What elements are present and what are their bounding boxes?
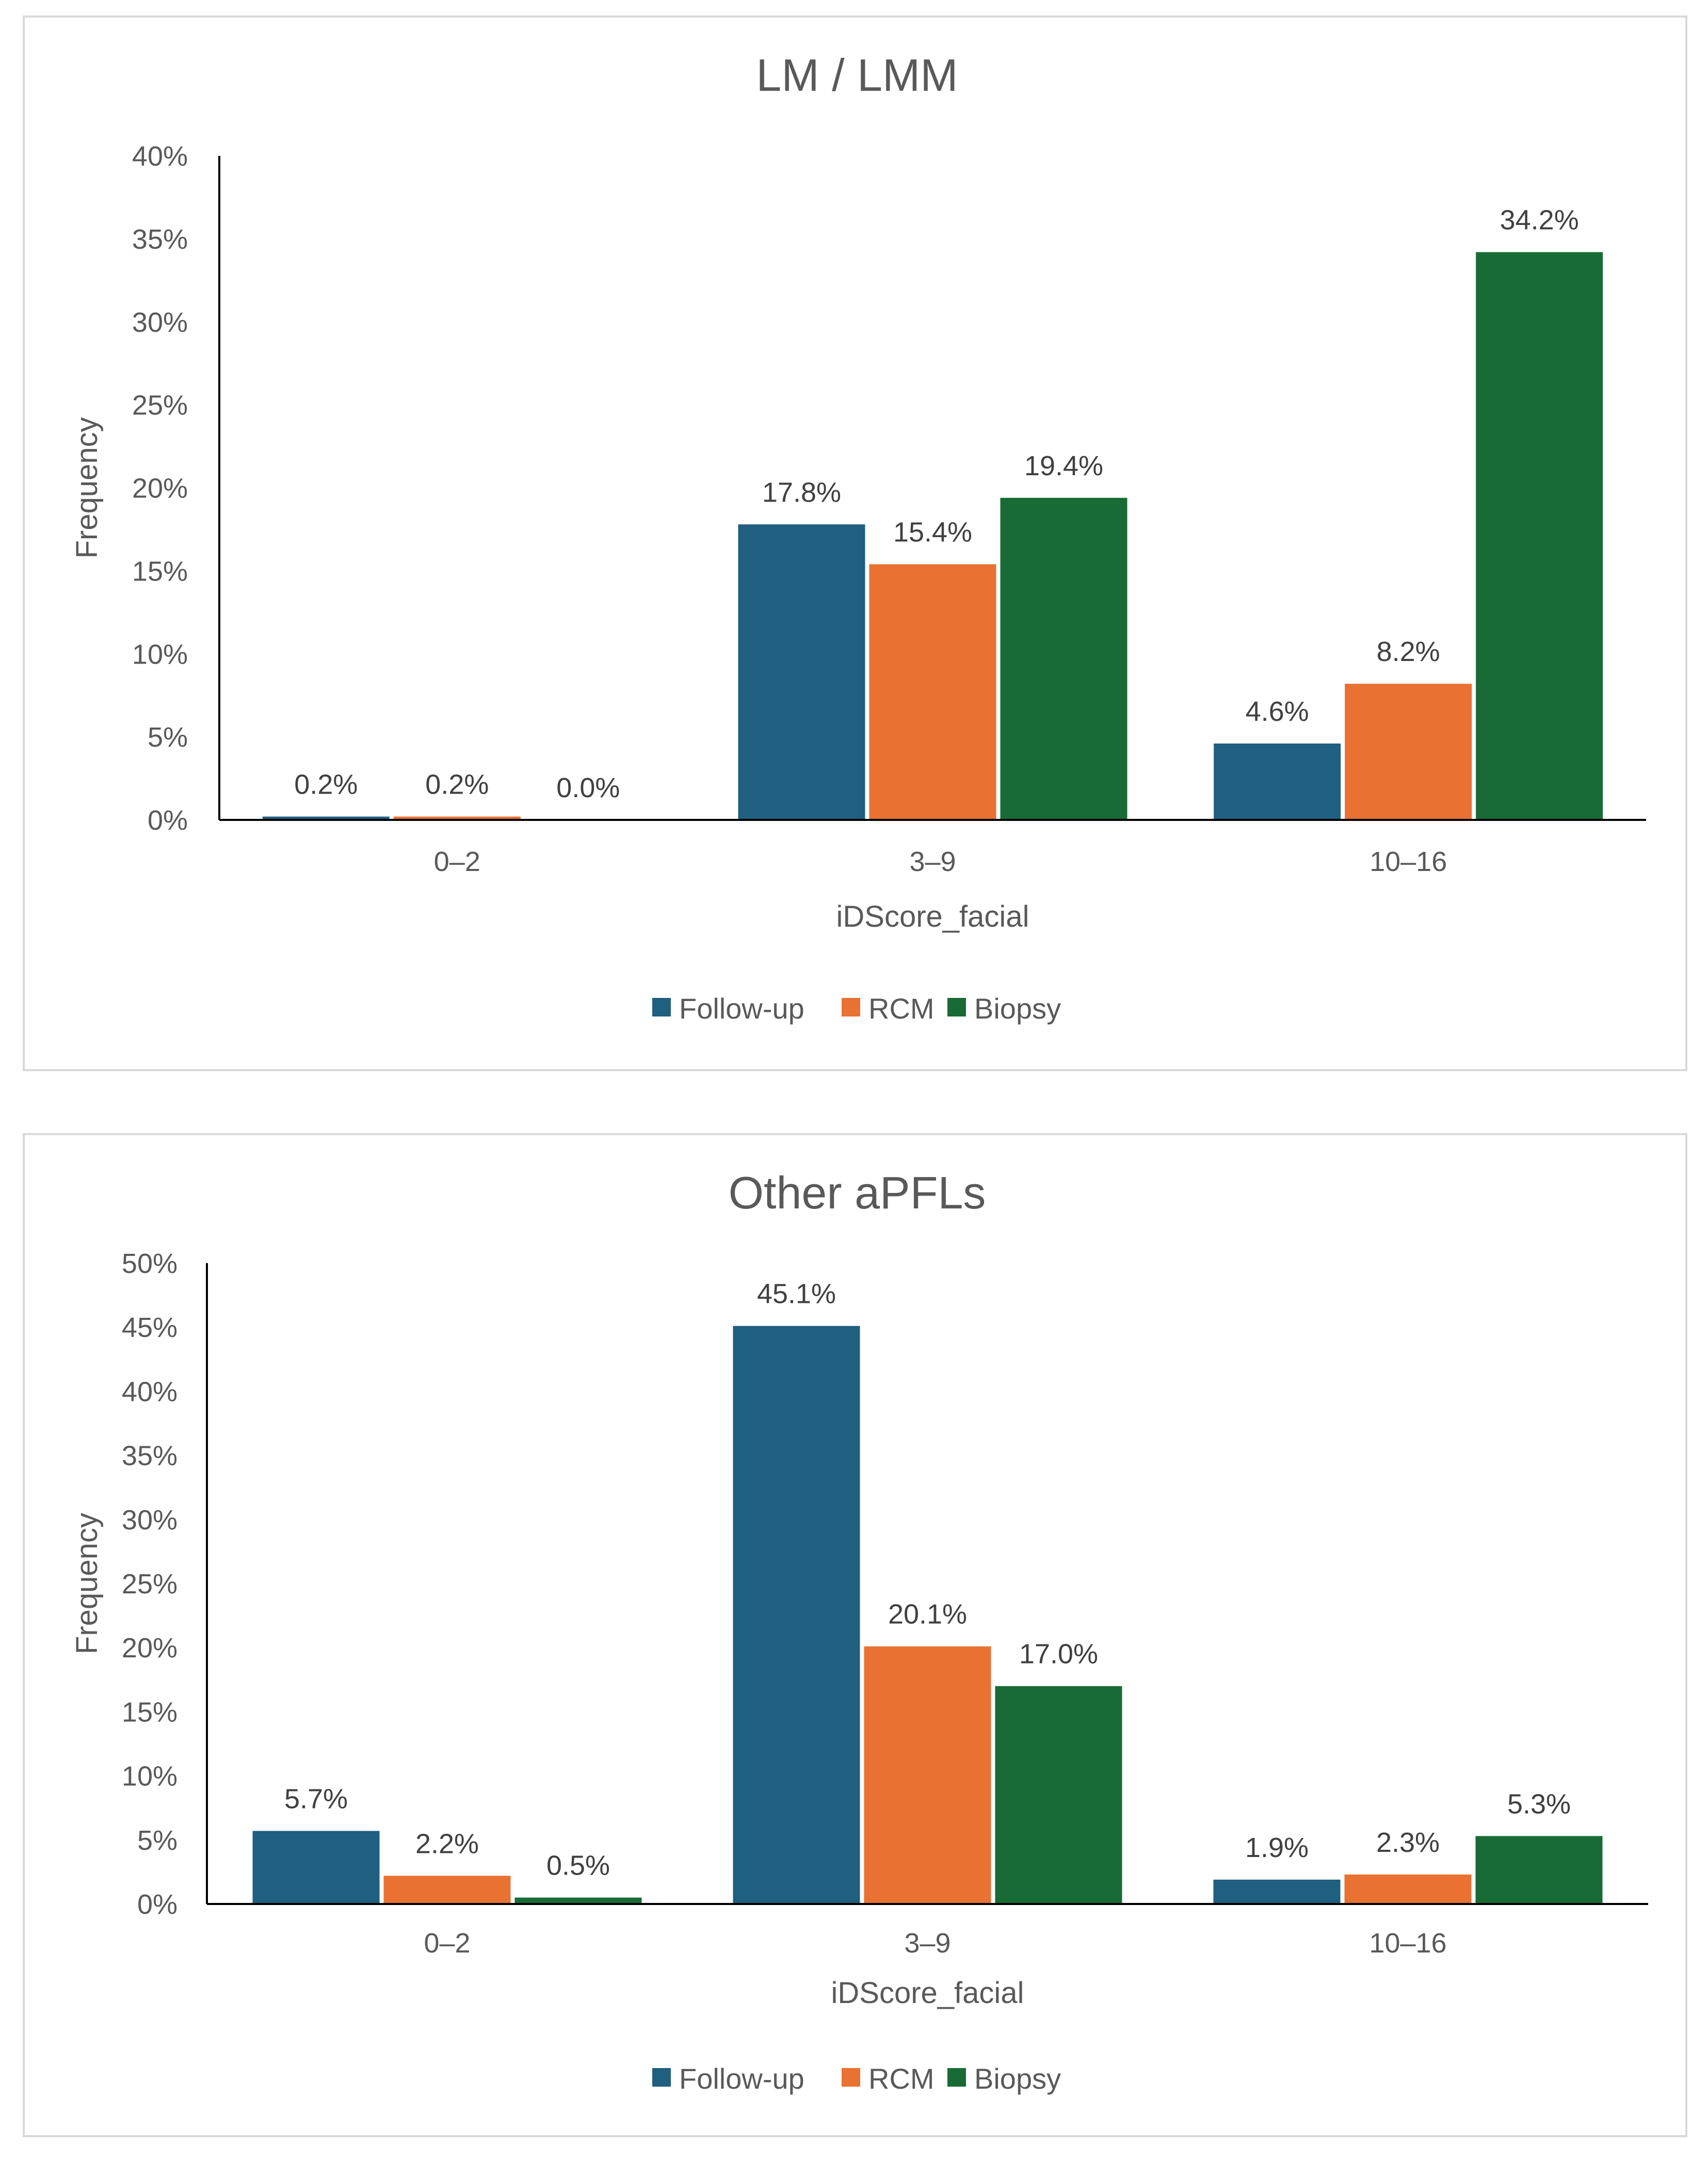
data-label: 5.7% xyxy=(284,1783,348,1814)
data-label: 17.8% xyxy=(762,477,841,508)
y-tick-label: 50% xyxy=(122,1248,178,1279)
y-tick-label: 40% xyxy=(132,141,188,172)
legend-label: Follow-up xyxy=(679,992,804,1025)
legend-swatch-rcm xyxy=(842,998,860,1016)
chart-panel-lm-lmm: LM / LMM 0% 5% 10% 15% 20% 25% 30% 35% 40% Frequen… xyxy=(23,15,1687,1071)
bar-follow-up xyxy=(262,816,390,820)
data-label: 17.0% xyxy=(1019,1639,1098,1670)
x-axis-title: iDScore_facial xyxy=(831,1976,1024,2010)
legend-label: Follow-up xyxy=(679,2062,804,2095)
legend-swatch-rcm xyxy=(842,2068,860,2087)
y-tick-label: 10% xyxy=(122,1761,178,1792)
legend-swatch-follow-up xyxy=(652,2068,671,2087)
data-label: 2.3% xyxy=(1376,1827,1440,1858)
bar-rcm xyxy=(1345,684,1472,820)
bar-follow-up xyxy=(252,1831,380,1904)
bar-biopsy xyxy=(514,1897,642,1904)
chart-other-apfls: Other aPFLs 0% 5% 10% 15% 20% 25% 30% 35% 40% 45% 5… xyxy=(70,1167,1648,2095)
bar-follow-up xyxy=(733,1326,860,1904)
bar-rcm xyxy=(393,816,521,820)
data-label: 45.1% xyxy=(757,1279,836,1310)
x-tick-label: 3–9 xyxy=(909,846,956,877)
y-tick-label: 40% xyxy=(122,1376,178,1407)
data-label: 5.3% xyxy=(1507,1788,1571,1819)
x-tick-label: 10–16 xyxy=(1369,1928,1446,1959)
bar-rcm xyxy=(869,564,996,820)
bar-rcm xyxy=(383,1876,511,1904)
bar-follow-up xyxy=(738,524,865,820)
y-axis-title: Frequency xyxy=(70,417,104,558)
y-tick-label: 5% xyxy=(148,722,188,753)
bar-biopsy xyxy=(1476,252,1603,820)
y-tick-label: 30% xyxy=(122,1505,178,1536)
legend-swatch-biopsy xyxy=(947,2068,966,2087)
data-label: 1.9% xyxy=(1245,1832,1309,1863)
bar-biopsy xyxy=(1000,497,1127,820)
bar-biopsy xyxy=(1475,1836,1603,1904)
bar-biopsy xyxy=(995,1686,1122,1904)
y-tick-label: 25% xyxy=(132,390,188,421)
y-tick-label: 5% xyxy=(137,1825,178,1856)
legend-label: RCM xyxy=(868,2062,934,2095)
chart-title: LM / LMM xyxy=(756,50,958,101)
y-tick-label: 30% xyxy=(132,307,188,338)
y-tick-label: 0% xyxy=(137,1889,178,1920)
chart-panel-other-apfls: Other aPFLs 0% 5% 10% 15% 20% 25% 30% 35% 40% 45% 5… xyxy=(23,1133,1687,2137)
data-label: 19.4% xyxy=(1024,450,1103,481)
legend-swatch-biopsy xyxy=(947,998,966,1016)
y-tick-label: 25% xyxy=(122,1569,178,1600)
data-label: 0.0% xyxy=(556,772,620,803)
data-label: 2.2% xyxy=(415,1828,479,1859)
y-tick-label: 15% xyxy=(122,1697,178,1728)
data-label: 8.2% xyxy=(1377,636,1440,667)
x-tick-label: 0–2 xyxy=(434,846,480,877)
bar-rcm xyxy=(1344,1874,1472,1904)
data-label: 0.2% xyxy=(294,769,358,800)
y-tick-label: 20% xyxy=(132,473,188,504)
chart-title: Other aPFLs xyxy=(729,1167,986,1218)
legend-label: Biopsy xyxy=(974,2062,1061,2095)
y-axis-title: Frequency xyxy=(70,1513,104,1654)
x-tick-label: 0–2 xyxy=(424,1928,470,1959)
data-label: 0.2% xyxy=(425,769,489,800)
bar-follow-up xyxy=(1214,743,1341,820)
y-tick-label: 45% xyxy=(122,1312,178,1343)
y-tick-label: 35% xyxy=(132,224,188,255)
legend-label: RCM xyxy=(868,992,934,1025)
bar-follow-up xyxy=(1213,1879,1341,1904)
x-tick-label: 3–9 xyxy=(904,1928,950,1959)
legend-swatch-follow-up xyxy=(652,998,671,1016)
legend-label: Biopsy xyxy=(974,992,1061,1025)
bar-rcm xyxy=(864,1646,991,1904)
y-tick-label: 35% xyxy=(122,1441,178,1472)
chart-lm-lmm: LM / LMM 0% 5% 10% 15% 20% 25% 30% 35% 40% Frequen… xyxy=(70,50,1646,1025)
x-tick-label: 10–16 xyxy=(1369,846,1447,877)
data-label: 0.5% xyxy=(546,1850,610,1881)
data-label: 20.1% xyxy=(888,1599,967,1630)
data-label: 34.2% xyxy=(1500,205,1579,236)
x-axis-title: iDScore_facial xyxy=(836,900,1029,933)
y-tick-label: 10% xyxy=(132,639,188,670)
data-label: 15.4% xyxy=(893,517,972,548)
data-label: 4.6% xyxy=(1246,696,1309,727)
y-tick-label: 20% xyxy=(122,1633,178,1664)
y-tick-label: 15% xyxy=(132,556,188,587)
y-tick-label: 0% xyxy=(148,805,188,836)
